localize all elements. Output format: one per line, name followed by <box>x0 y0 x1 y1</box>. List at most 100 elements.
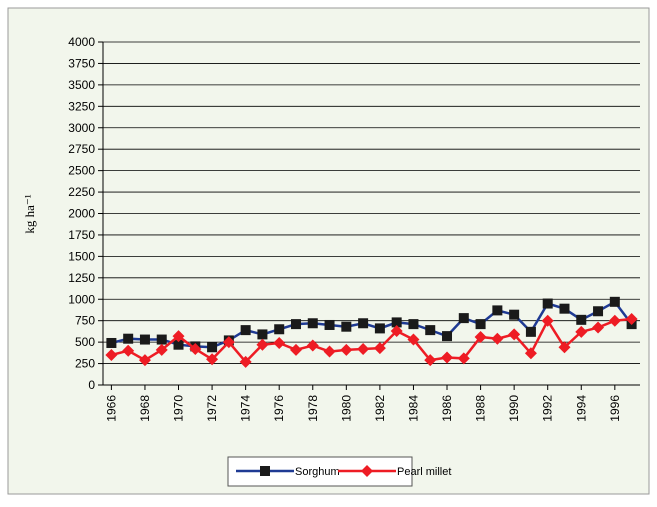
marker <box>240 325 251 336</box>
marker <box>474 330 487 343</box>
marker <box>373 342 386 355</box>
marker <box>442 331 453 342</box>
marker <box>106 337 117 348</box>
x-tick-label: 1970 <box>172 395 186 422</box>
x-tick-label: 1972 <box>205 395 219 422</box>
x-tick-label: 1988 <box>474 395 488 422</box>
marker <box>408 319 419 330</box>
marker <box>558 341 571 354</box>
chart-frame <box>7 7 650 495</box>
marker <box>559 303 570 314</box>
marker <box>593 306 604 317</box>
marker <box>390 324 403 337</box>
marker <box>525 326 536 337</box>
y-tick-label: 1000 <box>68 292 95 306</box>
marker <box>609 296 620 307</box>
marker <box>105 348 118 361</box>
y-tick-label: 250 <box>75 357 95 371</box>
x-tick-label: 1990 <box>507 395 521 422</box>
legend-label: Sorghum <box>295 466 340 478</box>
y-tick-label: 2250 <box>68 185 95 199</box>
marker <box>407 333 420 346</box>
marker <box>424 354 437 367</box>
marker <box>592 321 605 334</box>
marker <box>257 329 268 340</box>
marker <box>207 342 218 353</box>
marker <box>625 312 638 325</box>
marker <box>138 354 151 367</box>
y-tick-label: 750 <box>75 314 95 328</box>
x-tick-label: 1994 <box>574 395 588 422</box>
marker <box>172 330 185 343</box>
marker <box>524 347 537 360</box>
marker <box>441 351 454 364</box>
x-tick-label: 1982 <box>373 395 387 422</box>
marker <box>139 334 150 345</box>
marker <box>323 345 336 358</box>
y-tick-label: 1750 <box>68 228 95 242</box>
x-tick-label: 1974 <box>239 395 253 422</box>
legend-marker <box>260 466 270 476</box>
marker <box>156 334 167 345</box>
marker <box>541 314 554 327</box>
y-tick-label: 3250 <box>68 99 95 113</box>
marker <box>289 343 302 356</box>
y-tick-label: 1500 <box>68 249 95 263</box>
y-tick-label: 4000 <box>68 35 95 49</box>
marker <box>475 319 486 330</box>
marker <box>306 339 319 352</box>
marker <box>492 305 503 316</box>
marker <box>457 352 470 365</box>
marker <box>374 323 385 334</box>
x-tick-label: 1968 <box>138 395 152 422</box>
y-tick-label: 2000 <box>68 207 95 221</box>
marker <box>123 333 134 344</box>
y-tick-label: 3750 <box>68 56 95 70</box>
legend-label: Pearl millet <box>397 466 451 478</box>
legend-marker <box>361 465 373 477</box>
y-tick-label: 0 <box>88 378 95 392</box>
marker <box>173 339 184 350</box>
marker <box>491 332 504 345</box>
marker <box>357 342 370 355</box>
marker <box>206 353 219 366</box>
marker <box>509 309 520 320</box>
y-tick-label: 3000 <box>68 121 95 135</box>
y-tick-label: 2750 <box>68 142 95 156</box>
y-tick-label: 2500 <box>68 164 95 178</box>
y-tick-label: 1250 <box>68 271 95 285</box>
x-tick-label: 1986 <box>440 395 454 422</box>
marker <box>508 328 521 341</box>
y-tick-label: 3500 <box>68 78 95 92</box>
marker <box>155 343 168 356</box>
marker <box>576 314 587 325</box>
x-tick-label: 1976 <box>272 395 286 422</box>
x-tick-label: 1978 <box>306 395 320 422</box>
marker <box>340 343 353 356</box>
marker <box>542 298 553 309</box>
x-tick-label: 1980 <box>339 395 353 422</box>
marker <box>189 342 202 355</box>
marker <box>358 318 369 329</box>
marker <box>458 313 469 324</box>
marker <box>290 319 301 330</box>
marker <box>239 355 252 368</box>
x-tick-label: 1996 <box>608 395 622 422</box>
marker <box>122 344 135 357</box>
marker <box>425 325 436 336</box>
marker <box>608 314 621 327</box>
marker <box>341 321 352 332</box>
y-tick-label: 500 <box>75 335 95 349</box>
marker <box>324 319 335 330</box>
x-tick-label: 1966 <box>104 395 118 422</box>
marker <box>273 336 286 349</box>
marker <box>222 336 235 349</box>
marker <box>575 325 588 338</box>
marker <box>307 318 318 329</box>
marker <box>391 317 402 328</box>
y-axis-label: kg ha⁻¹ <box>22 194 37 233</box>
x-tick-label: 1992 <box>541 395 555 422</box>
marker <box>274 324 285 335</box>
marker <box>256 338 269 351</box>
